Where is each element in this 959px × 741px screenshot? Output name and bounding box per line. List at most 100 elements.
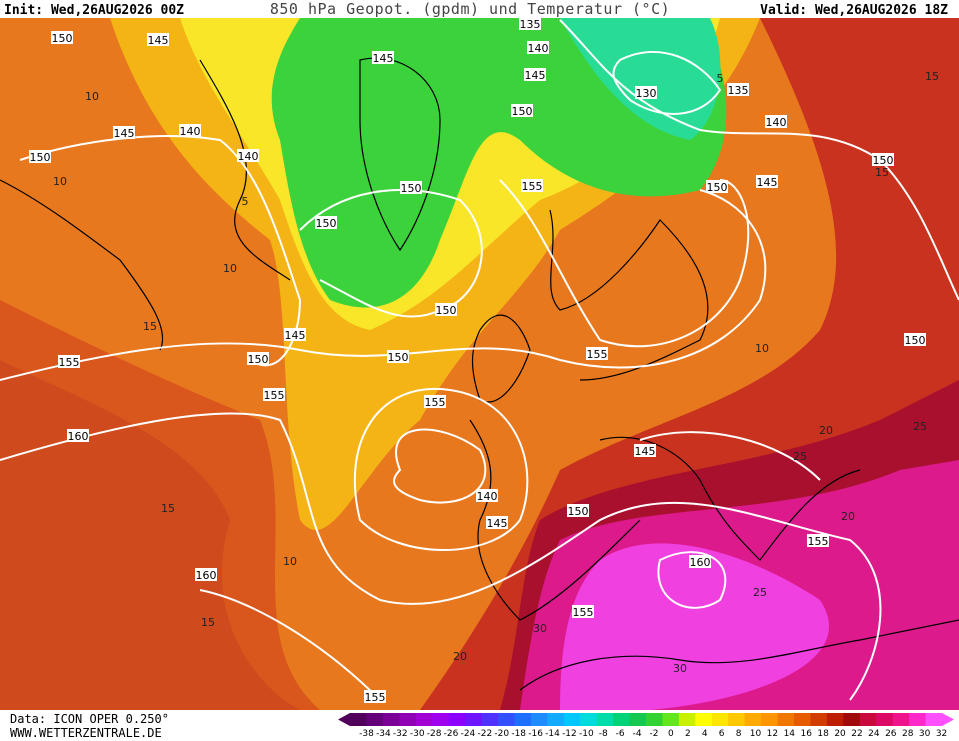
temperature-label: 25 bbox=[793, 450, 807, 463]
colorbar-swatch bbox=[547, 713, 565, 726]
temperature-label: 15 bbox=[925, 70, 939, 83]
colorbar-tick-label: 24 bbox=[868, 729, 880, 739]
geopotential-label: 145 bbox=[757, 176, 778, 189]
temperature-label: 15 bbox=[161, 502, 175, 515]
colorbar-tick-label: 20 bbox=[834, 729, 846, 739]
label-box bbox=[263, 388, 285, 401]
colorbar-swatch bbox=[530, 713, 548, 726]
colorbar-swatch bbox=[481, 713, 499, 726]
colorbar-swatch bbox=[366, 713, 384, 726]
geopotential-label: 145 bbox=[635, 445, 656, 458]
geopotential-label: 135 bbox=[728, 84, 749, 97]
temperature-label: 20 bbox=[819, 424, 833, 437]
colorbar-swatch bbox=[777, 713, 795, 726]
colorbar-tick-label: -28 bbox=[427, 729, 442, 739]
colorbar-swatch bbox=[662, 713, 680, 726]
geopotential-label: 150 bbox=[512, 105, 533, 118]
colorbar-tick-label: -38 bbox=[359, 729, 374, 739]
temperature-label: 10 bbox=[85, 90, 99, 103]
temperature-label: 25 bbox=[753, 586, 767, 599]
geopotential-label: 150 bbox=[388, 351, 409, 364]
colorbar-tick-label: -20 bbox=[494, 729, 509, 739]
label-box bbox=[424, 395, 446, 408]
colorbar-swatch bbox=[728, 713, 746, 726]
geopotential-label: 150 bbox=[248, 353, 269, 366]
colorbar-swatch bbox=[514, 713, 532, 726]
temperature-label: 10 bbox=[283, 555, 297, 568]
colorbar-swatch bbox=[761, 713, 779, 726]
colorbar-swatch bbox=[892, 713, 910, 726]
colorbar-swatch bbox=[399, 713, 417, 726]
label-box bbox=[521, 179, 543, 192]
colorbar-tick-label: 26 bbox=[885, 729, 897, 739]
geopotential-label: 150 bbox=[568, 505, 589, 518]
geopotential-label: 155 bbox=[808, 535, 829, 548]
colorbar-tick-label: 30 bbox=[919, 729, 931, 739]
colorbar-tick-label: 2 bbox=[685, 729, 691, 739]
colorbar-swatch bbox=[646, 713, 663, 726]
colorbar-swatch bbox=[563, 713, 581, 726]
label-box bbox=[237, 149, 259, 162]
label-box bbox=[527, 41, 549, 54]
geopotential-label: 155 bbox=[59, 356, 80, 369]
data-source: Data: ICON OPER 0.250° bbox=[10, 712, 169, 726]
label-box bbox=[511, 104, 533, 117]
colorbar-tick-label: -14 bbox=[545, 729, 560, 739]
label-box bbox=[872, 153, 894, 166]
contour-labels: 150 145 135 140 145 145 150 130 135 140 145 140 140 1… bbox=[29, 17, 939, 704]
label-box bbox=[765, 115, 787, 128]
geopotential-label: 150 bbox=[436, 304, 457, 317]
label-box bbox=[58, 355, 80, 368]
colorbar-tick-label: 16 bbox=[801, 729, 813, 739]
website: WWW.WETTERZENTRALE.DE bbox=[10, 726, 162, 740]
colorbar-tick-label: 10 bbox=[750, 729, 762, 739]
geopotential-label: 140 bbox=[477, 490, 498, 503]
field-colder bbox=[560, 18, 721, 140]
label-box bbox=[567, 504, 589, 517]
temperature-label: 15 bbox=[875, 166, 889, 179]
colorbar-min-arrow bbox=[338, 713, 350, 726]
label-box bbox=[315, 216, 337, 229]
colorbar-tick-label: -22 bbox=[478, 729, 493, 739]
colorbar-tick-label: 6 bbox=[719, 729, 725, 739]
label-box bbox=[247, 352, 269, 365]
colorbar-swatch bbox=[432, 713, 450, 726]
label-box bbox=[372, 51, 394, 64]
colorbar-swatch bbox=[613, 713, 631, 726]
colorbar-tick-label: 18 bbox=[817, 729, 829, 739]
geopotential-label: 155 bbox=[522, 180, 543, 193]
colorbar-swatch bbox=[465, 713, 483, 726]
colorbar-tick-label: -24 bbox=[461, 729, 476, 739]
colorbar-swatch bbox=[810, 713, 828, 726]
colorbar-tick-label: -30 bbox=[410, 729, 425, 739]
geopotential-label: 135 bbox=[520, 18, 541, 31]
colorbar-tick-label: -12 bbox=[562, 729, 577, 739]
geopotential-label: 150 bbox=[316, 217, 337, 230]
temperature-label: 5 bbox=[242, 195, 249, 208]
map-field bbox=[0, 18, 959, 710]
init-time: Init: Wed,26AUG2026 00Z bbox=[4, 3, 184, 18]
label-box bbox=[67, 429, 89, 442]
label-box bbox=[524, 68, 546, 81]
colorbar-swatch bbox=[580, 713, 598, 726]
label-box bbox=[586, 347, 608, 360]
temperature-label: 25 bbox=[913, 420, 927, 433]
geopotential-label: 155 bbox=[425, 396, 446, 409]
geopotential-label: 150 bbox=[707, 181, 728, 194]
colorbar-tick-label: -4 bbox=[633, 729, 642, 739]
colorbar-swatch bbox=[596, 713, 614, 726]
colorbar-swatch bbox=[350, 713, 367, 726]
label-box bbox=[179, 124, 201, 137]
geopotential-label: 140 bbox=[528, 42, 549, 55]
geopotential-label: 130 bbox=[636, 87, 657, 100]
label-box bbox=[476, 489, 498, 502]
temperature-label: 30 bbox=[673, 662, 687, 675]
colorbar-tick-label: 4 bbox=[702, 729, 708, 739]
colorbar-tick-label: -34 bbox=[376, 729, 391, 739]
geopotential-label: 145 bbox=[285, 329, 306, 342]
label-box bbox=[387, 350, 409, 363]
colorbar-tick-label: 14 bbox=[784, 729, 796, 739]
colorbar-tick-label: 32 bbox=[936, 729, 947, 739]
geopotential-label: 155 bbox=[365, 691, 386, 704]
